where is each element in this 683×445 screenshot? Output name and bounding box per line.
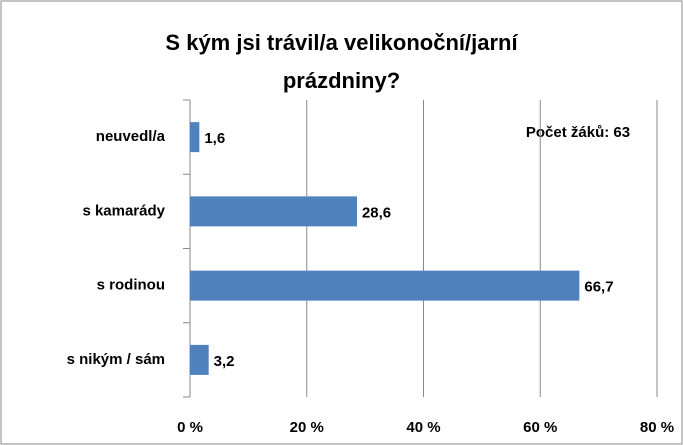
x-tick-label: 80 % [640,419,674,436]
x-tick-label: 0 % [177,419,203,436]
y-tick-label: s nikým / sám [67,351,165,368]
y-tick-label: neuvedl/a [96,128,166,145]
y-tick-label: s kamarády [82,202,165,219]
x-tick-label: 40 % [406,419,440,436]
bar [190,270,580,301]
bar [190,344,209,375]
data-label: 28,6 [362,204,391,221]
data-label: 66,7 [584,279,613,296]
y-tick-label: s rodinou [97,277,165,294]
chart-title: S kým jsi trávil/a velikonoční/jarní prá… [165,30,518,93]
data-label: 1,6 [204,130,225,147]
data-label: 3,2 [214,353,235,370]
bar [190,196,357,227]
x-tick-label: 60 % [523,419,557,436]
annotation: Počet žáků: 63 [526,124,630,141]
bar [190,122,200,153]
x-tick-label: 20 % [290,419,324,436]
